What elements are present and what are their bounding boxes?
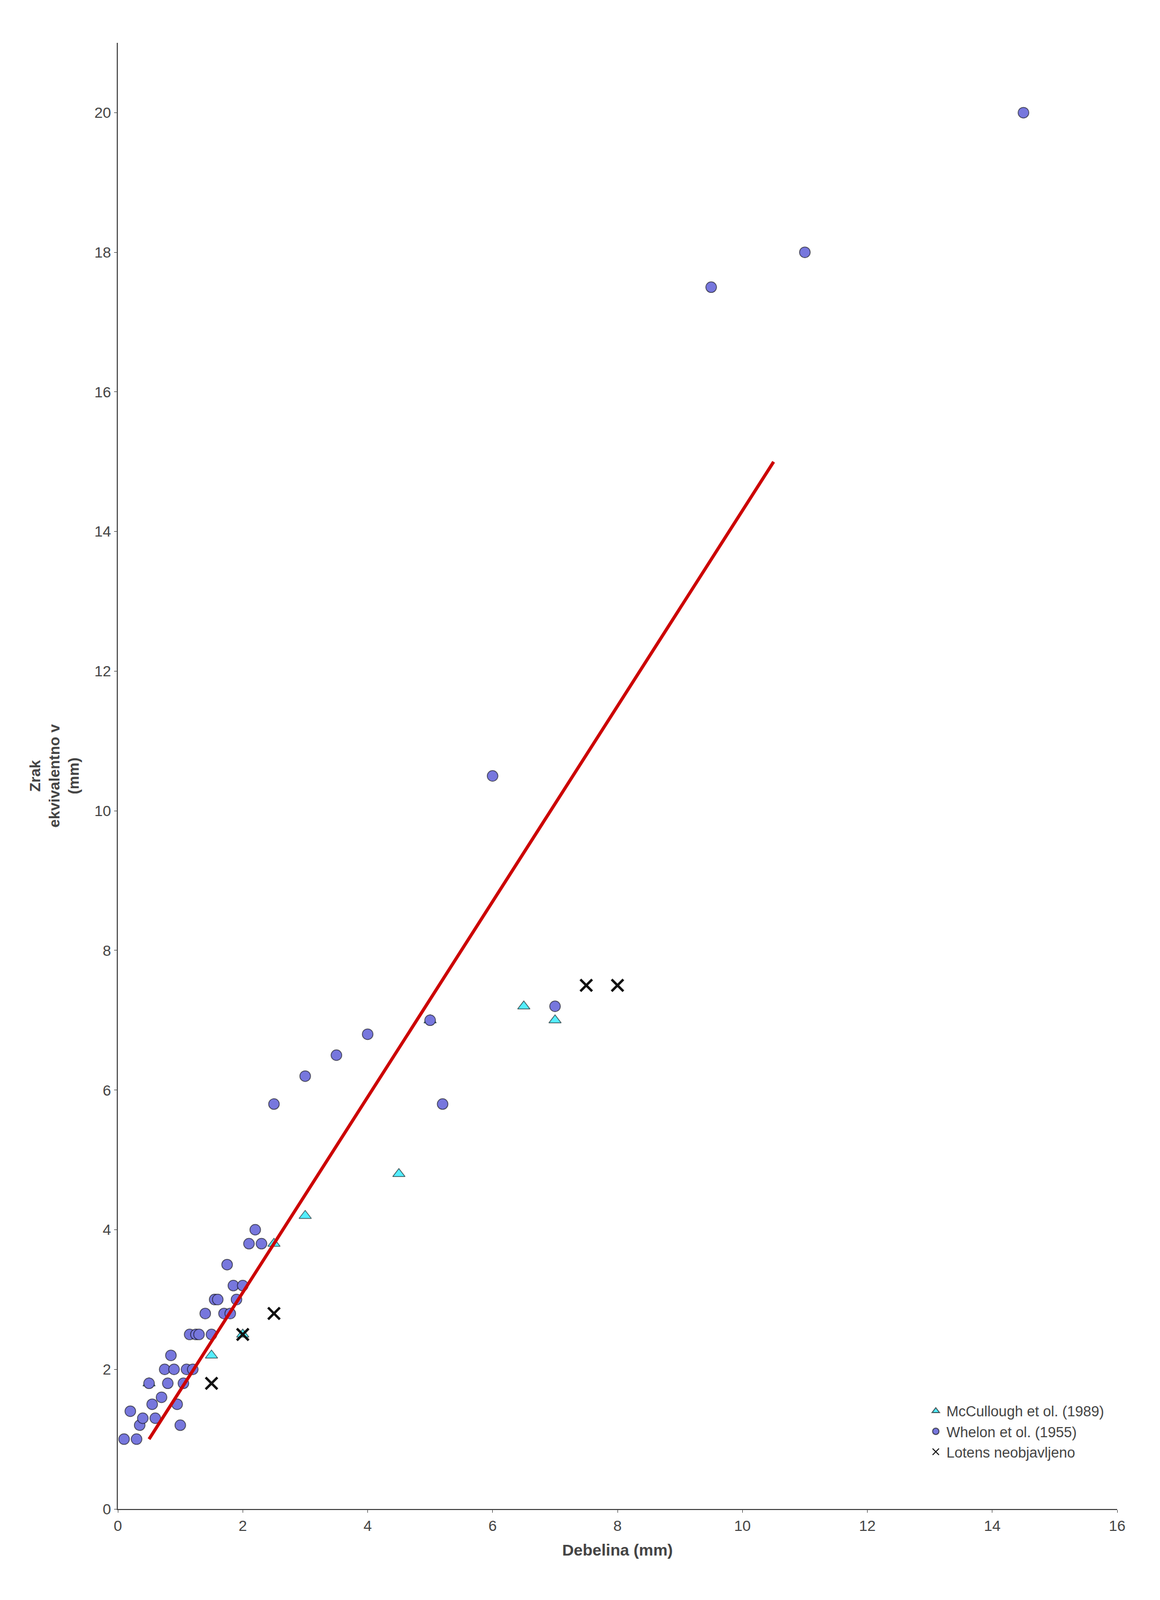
svg-text:16: 16 xyxy=(94,383,111,401)
svg-text:4: 4 xyxy=(363,1517,373,1535)
svg-text:16: 16 xyxy=(1108,1517,1126,1535)
svg-text:6: 6 xyxy=(488,1517,497,1535)
svg-text:8: 8 xyxy=(613,1517,622,1535)
svg-text:2: 2 xyxy=(102,1361,112,1378)
svg-text:6: 6 xyxy=(102,1082,112,1099)
svg-text:12: 12 xyxy=(859,1517,876,1535)
svg-text:McCullough et ol. (1989): McCullough et ol. (1989) xyxy=(946,1403,1104,1420)
svg-text:0: 0 xyxy=(102,1501,112,1518)
svg-text:Debelina (mm): Debelina (mm) xyxy=(562,1541,674,1559)
svg-text:Whelon et ol. (1955): Whelon et ol. (1955) xyxy=(946,1424,1077,1441)
svg-text:14: 14 xyxy=(983,1517,1001,1535)
svg-text:Lotens neobjavljeno: Lotens neobjavljeno xyxy=(946,1444,1075,1461)
svg-text:Zrakekvivalentno v(mm): Zrakekvivalentno v(mm) xyxy=(26,724,83,828)
svg-text:4: 4 xyxy=(102,1221,112,1239)
svg-text:0: 0 xyxy=(113,1517,123,1535)
svg-text:12: 12 xyxy=(94,663,111,680)
svg-text:8: 8 xyxy=(102,942,112,960)
svg-text:10: 10 xyxy=(94,802,111,820)
svg-text:20: 20 xyxy=(94,104,111,122)
svg-text:18: 18 xyxy=(94,244,111,261)
svg-text:2: 2 xyxy=(238,1517,247,1535)
svg-text:10: 10 xyxy=(734,1517,751,1535)
svg-text:14: 14 xyxy=(94,523,111,540)
